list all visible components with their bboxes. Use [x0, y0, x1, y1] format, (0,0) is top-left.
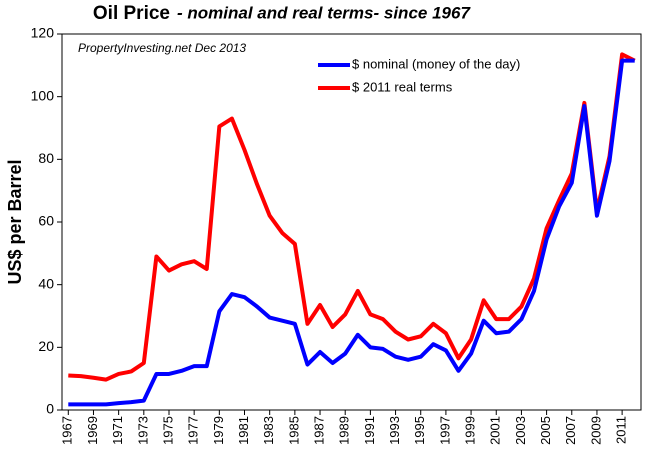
- x-tick-label: 1979: [211, 416, 226, 445]
- x-tick-label: 1985: [286, 416, 301, 445]
- x-tick-label: 1971: [110, 416, 125, 445]
- y-axis-label: US$ per Barrel: [5, 159, 25, 284]
- x-tick-label: 1995: [412, 416, 427, 445]
- x-tick-label: 2011: [614, 416, 629, 444]
- annotation: PropertyInvesting.net Dec 2013: [78, 41, 246, 55]
- y-tick-label: 40: [38, 275, 54, 291]
- y-tick-label: 0: [46, 401, 54, 417]
- x-tick-label: 1973: [135, 416, 150, 445]
- x-tick-label: 2009: [588, 416, 603, 445]
- chart-subtitle: - nominal and real terms- since 1967: [177, 3, 471, 22]
- y-tick-label: 80: [38, 150, 54, 166]
- y-tick-label: 100: [31, 87, 55, 103]
- x-tick-label: 1967: [60, 416, 75, 445]
- series-line: [68, 52, 636, 382]
- y-tick-label: 120: [31, 25, 55, 41]
- x-tick-label: 1981: [236, 416, 251, 445]
- x-tick-label: 1999: [463, 416, 478, 445]
- chart-title: Oil Price: [93, 3, 170, 24]
- x-tick-label: 1987: [311, 416, 326, 445]
- x-tick-label: 1969: [85, 416, 100, 445]
- x-tick-label: 2003: [513, 416, 528, 445]
- series-line: [68, 58, 635, 407]
- y-tick-label: 20: [38, 338, 54, 354]
- x-tick-label: 1989: [337, 416, 352, 445]
- x-tick-label: 1977: [186, 416, 201, 445]
- x-tick-label: 1997: [437, 416, 452, 445]
- x-tick-label: 2007: [563, 416, 578, 445]
- x-tick-label: 2001: [488, 416, 503, 445]
- x-tick-label: 1975: [160, 416, 175, 445]
- x-tick-label: 2005: [538, 416, 553, 445]
- y-tick-label: 60: [38, 213, 54, 229]
- legend-label: $ 2011 real terms: [352, 79, 453, 94]
- x-tick-label: 1991: [362, 416, 377, 445]
- legend-label: $ nominal (money of the day): [352, 56, 520, 71]
- x-tick-label: 1993: [387, 416, 402, 445]
- x-tick-label: 1983: [261, 416, 276, 445]
